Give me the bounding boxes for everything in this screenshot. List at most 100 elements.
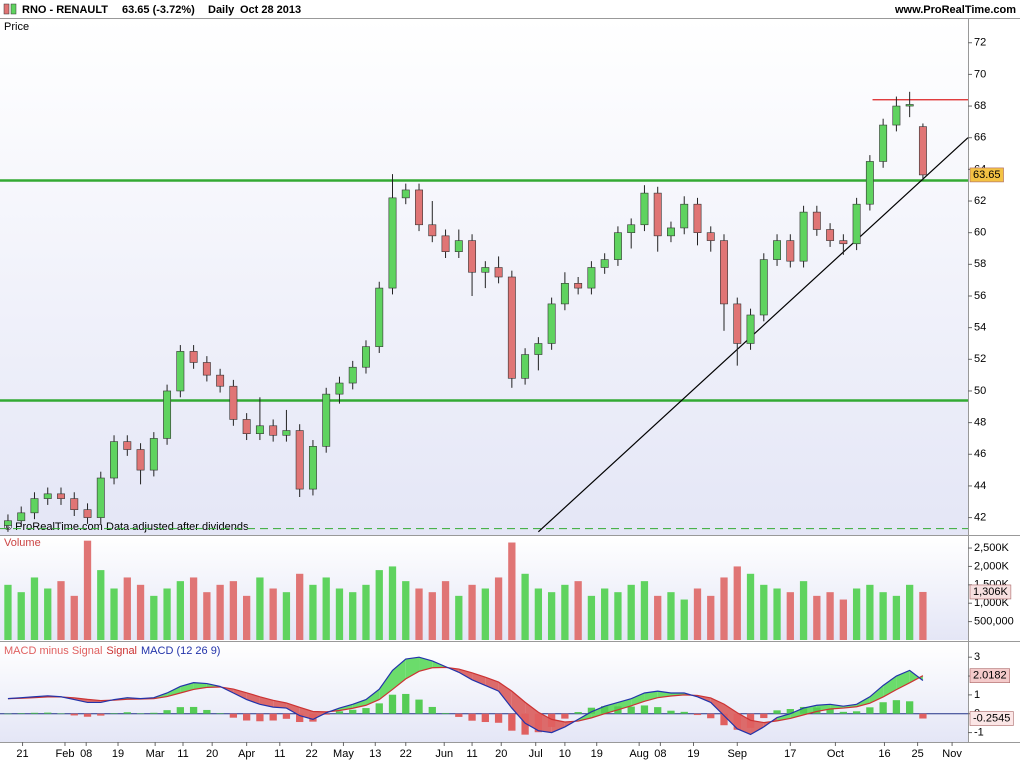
histogram-bar — [693, 713, 702, 716]
candle-body — [720, 240, 728, 305]
volume-bar — [627, 584, 635, 640]
histogram-bar — [402, 693, 410, 714]
price-panel — [0, 19, 968, 535]
macd-panel — [0, 644, 968, 742]
histogram-bar — [83, 713, 92, 717]
volume-bar — [866, 584, 874, 640]
last-histogram-label: -0.2545 — [973, 712, 1010, 724]
histogram-bar — [163, 710, 171, 714]
x-tick-label: Apr — [238, 748, 255, 760]
candle-body — [680, 203, 689, 229]
histogram-bar — [773, 710, 781, 714]
last-signal-label-box — [969, 668, 1010, 683]
volume-bar — [455, 595, 463, 640]
histogram-bar — [269, 713, 277, 721]
volume-bar — [919, 591, 927, 640]
candle-body — [388, 197, 397, 289]
histogram-bar — [150, 712, 158, 714]
volume-bar — [176, 581, 184, 640]
y-tick-label: 58 — [974, 258, 986, 270]
candle-body — [640, 192, 649, 226]
histogram-bar — [44, 712, 52, 714]
volume-bar — [97, 570, 105, 640]
y-tick-label: 66 — [974, 132, 986, 144]
histogram-bar — [189, 706, 198, 714]
y-tick-label: 68 — [974, 100, 986, 112]
volume-bar — [640, 581, 649, 640]
candle-body — [123, 441, 132, 450]
volume-bar — [839, 599, 847, 640]
volume-bar — [667, 592, 675, 640]
macd-fill — [472, 672, 486, 686]
period: Daily — [208, 4, 235, 16]
candle-body — [494, 267, 503, 278]
candle-body — [799, 211, 808, 262]
x-tick-label: Mar — [146, 748, 165, 760]
candle-body — [481, 267, 490, 273]
histogram-bar — [57, 713, 65, 715]
candle-body — [574, 283, 583, 289]
volume-bar — [826, 592, 834, 640]
candle-body — [202, 362, 211, 376]
histogram-bar — [654, 707, 662, 714]
volume-bar — [773, 588, 781, 640]
y-tick-label: 54 — [974, 322, 986, 334]
y-tick-label: 2,000K — [974, 560, 1010, 572]
histogram-bar — [242, 713, 251, 721]
histogram-bar — [216, 713, 224, 714]
macd-fill — [485, 677, 499, 692]
site: www.ProRealTime.com — [894, 4, 1016, 16]
candle-body — [786, 240, 795, 262]
histogram-bar — [468, 713, 476, 721]
volume-bar — [70, 595, 78, 640]
y-tick-label: 62 — [974, 195, 986, 207]
histogram-bar — [919, 713, 927, 719]
volume-bar — [322, 577, 330, 640]
macd-fill — [458, 669, 473, 680]
macd-fill — [869, 685, 884, 704]
candle-body — [375, 287, 384, 347]
histogram-bar — [866, 707, 874, 714]
candle-body — [401, 189, 410, 199]
histogram-bar — [362, 708, 370, 714]
candle-body — [773, 240, 781, 260]
histogram-bar — [229, 713, 238, 718]
y-tick-label: 60 — [974, 227, 986, 239]
volume-bar — [309, 584, 317, 640]
histogram-bar — [375, 703, 383, 714]
candle-body — [865, 161, 874, 205]
histogram-bar — [587, 707, 596, 714]
x-tick-label: 08 — [80, 748, 92, 760]
candle-body — [149, 438, 158, 471]
x-tick-label: 10 — [559, 748, 571, 760]
legend-entry: MACD (12 26 9) — [141, 645, 220, 657]
histogram-bar — [256, 713, 264, 722]
macd-fill — [365, 689, 380, 706]
volume-bar — [362, 584, 370, 640]
candle-body — [30, 498, 39, 514]
candle-body — [295, 430, 304, 490]
x-tick-label: 19 — [591, 748, 603, 760]
x-tick-label: 21 — [16, 748, 28, 760]
histogram-bar — [733, 713, 741, 730]
last-volume-label: 1,306K — [973, 586, 1009, 598]
candle-body — [879, 124, 888, 162]
histogram-bar — [799, 706, 808, 714]
histogram-bar — [574, 712, 582, 714]
histogram-bar — [640, 705, 649, 714]
candle-body — [759, 259, 768, 316]
macd-fill — [246, 692, 260, 705]
candle-body — [468, 240, 477, 273]
histogram-bar — [203, 709, 211, 714]
candle-body — [547, 303, 556, 344]
volume-bar — [680, 599, 688, 640]
histogram-bar — [786, 709, 794, 714]
candle-body — [428, 224, 437, 237]
candle-body — [70, 498, 79, 510]
y-tick-label: 72 — [974, 37, 986, 49]
macd-fill — [233, 689, 247, 700]
histogram-bar — [720, 713, 728, 726]
histogram-bar — [335, 711, 344, 714]
volume-bar — [57, 581, 65, 640]
histogram-bar — [839, 711, 847, 714]
